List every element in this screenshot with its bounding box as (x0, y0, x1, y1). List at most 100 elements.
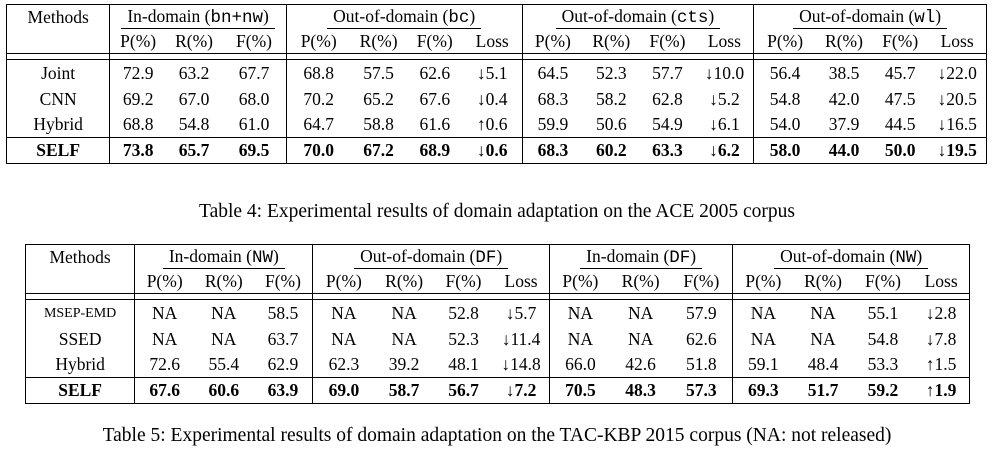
value-cell: 58.0 (753, 137, 816, 164)
value-cell: NA (312, 327, 375, 352)
value-cell: ↑1.9 (925, 380, 957, 400)
value-cell: 57.7 (652, 63, 683, 83)
col-p: P(%) (548, 269, 611, 294)
value-cell: 58.7 (388, 380, 420, 400)
value-cell: ↓0.4 (476, 89, 508, 109)
col-f: F(%) (649, 30, 686, 51)
group-header: Out-of-domain (DF) (312, 244, 550, 269)
value-cell: ↑1.5 (925, 354, 957, 374)
value-cell: 63.9 (267, 380, 299, 400)
value-cell: 68.9 (419, 140, 451, 160)
value-cell: 63.2 (178, 63, 210, 83)
method-cell: SSED (58, 329, 102, 349)
col-loss: Loss (475, 30, 509, 51)
table-row: SELF 67.6 60.6 63.9 69.0 58.7 56.7 ↓7.2 70.5 48.3… (26, 377, 970, 404)
col-f: F(%) (236, 30, 272, 51)
col-p: P(%) (312, 269, 375, 294)
table-row: MSEP-EMD NA NA 58.5 NA NA 52.8 ↓5.7 NA NA 57.9 NA NA… (26, 299, 970, 327)
group-header: In-domain (NW) (134, 244, 313, 269)
value-cell: NA (391, 303, 417, 323)
method-cell: Hybrid (33, 114, 83, 134)
value-cell: ↓2.8 (925, 303, 957, 323)
value-cell: 72.6 (134, 352, 195, 378)
value-cell: ↓10.0 (704, 63, 745, 83)
value-cell: 38.5 (828, 63, 860, 83)
value-cell: 68.0 (238, 89, 270, 109)
value-cell: 61.0 (238, 114, 270, 134)
value-cell: ↓19.5 (937, 140, 977, 160)
value-cell: ↓11.4 (501, 329, 541, 349)
value-cell: ↓22.0 (937, 63, 977, 83)
col-f: F(%) (264, 270, 301, 291)
value-cell: NA (732, 327, 794, 352)
table-5-caption: Table 5: Experimental results of domain … (102, 425, 892, 446)
value-cell: NA (211, 329, 237, 349)
value-cell: 58.5 (267, 303, 299, 323)
value-cell: 55.1 (867, 303, 899, 323)
col-p: P(%) (732, 269, 794, 294)
col-r: R(%) (592, 30, 631, 51)
table-4: Methods In-domain (bn+nw) Out-of-domain … (6, 4, 987, 164)
value-cell: NA (627, 303, 654, 323)
value-cell: 68.3 (521, 87, 584, 112)
value-cell: 53.3 (867, 354, 899, 374)
value-cell: 62.6 (419, 63, 451, 83)
value-cell: NA (312, 299, 375, 327)
value-cell: 66.0 (548, 352, 611, 378)
value-cell: 48.1 (448, 354, 479, 374)
value-cell: 73.8 (109, 137, 166, 164)
value-cell: 58.8 (363, 114, 394, 134)
value-cell: 62.8 (652, 89, 683, 109)
value-cell: NA (548, 327, 611, 352)
value-cell: NA (810, 303, 836, 323)
value-cell: 64.5 (521, 59, 584, 87)
value-cell: ↓16.5 (937, 114, 977, 134)
value-cell: 58.2 (595, 89, 627, 109)
value-cell: 67.0 (178, 89, 210, 109)
value-cell: NA (391, 329, 417, 349)
value-cell: 60.2 (595, 140, 627, 160)
value-cell: 52.8 (448, 303, 479, 323)
col-r: R(%) (359, 30, 398, 51)
value-cell: 54.8 (867, 329, 899, 349)
group-header: Out-of-domain (bc) (285, 4, 523, 29)
table-row: SSED NA NA 63.7 NA NA 52.3 ↓11.4 NA NA 62.6 NA NA 54.… (26, 327, 970, 352)
methods-header: Methods (27, 7, 89, 27)
value-cell: 50.6 (595, 114, 627, 134)
method-cell: Joint (41, 63, 76, 83)
subheader-row: P(%) R(%) F(%) P(%) R(%) F(%) Loss P(%) … (26, 269, 970, 294)
col-p: P(%) (521, 29, 584, 54)
value-cell: 68.8 (109, 112, 166, 138)
subheader-row: P(%) R(%) F(%) P(%) R(%) F(%) Loss P(%) … (7, 29, 987, 54)
col-r: R(%) (825, 30, 863, 51)
value-cell: 62.9 (267, 354, 299, 374)
value-cell: 45.7 (884, 63, 916, 83)
value-cell: NA (810, 329, 836, 349)
value-cell: 50.0 (884, 140, 916, 160)
col-f: F(%) (864, 270, 901, 291)
value-cell: 51.8 (686, 354, 717, 374)
value-cell: 63.3 (652, 140, 683, 160)
value-cell: NA (548, 299, 611, 327)
method-cell: MSEP-EMD (43, 305, 117, 321)
value-cell: 54.0 (753, 112, 816, 138)
col-loss: Loss (924, 270, 958, 291)
value-cell: 62.6 (686, 329, 717, 349)
value-cell: 69.5 (238, 140, 270, 160)
value-cell: ↓14.8 (501, 354, 541, 374)
value-cell: ↓0.6 (476, 140, 508, 160)
value-cell: NA (732, 299, 794, 327)
value-cell: 70.2 (285, 87, 351, 112)
group-header: Out-of-domain (NW) (732, 244, 970, 269)
value-cell: 62.3 (312, 352, 375, 378)
col-r: R(%) (175, 30, 214, 51)
value-cell: 69.3 (732, 377, 794, 404)
col-r: R(%) (385, 270, 424, 291)
value-cell: 56.7 (448, 380, 479, 400)
value-cell: 67.7 (238, 63, 270, 83)
value-cell: 56.4 (753, 59, 816, 87)
value-cell: 52.3 (448, 329, 479, 349)
value-cell: 68.3 (521, 137, 584, 164)
value-cell: ↓5.2 (709, 89, 740, 109)
value-cell: 42.0 (828, 89, 860, 109)
